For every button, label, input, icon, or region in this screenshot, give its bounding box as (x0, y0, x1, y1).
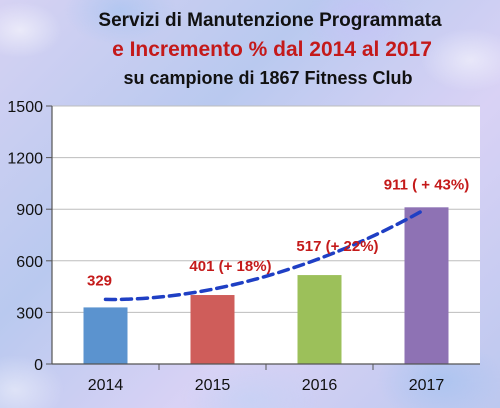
x-tick-label: 2015 (195, 377, 231, 394)
bar-2014 (83, 307, 128, 364)
trend-line (103, 209, 424, 302)
x-tick-label: 2014 (88, 377, 124, 394)
x-tick-label: 2017 (409, 377, 445, 394)
y-tick-label: 1200 (7, 151, 43, 168)
chart-subtitle: e Incremento % dal 2014 al 2017 (112, 38, 432, 61)
data-label-2016: 517 (+ 22%) (296, 238, 378, 255)
data-label-2014: 329 (87, 272, 112, 289)
chart-title: Servizi di Manutenzione Programmata (98, 10, 442, 31)
y-tick-label: 1500 (7, 99, 43, 116)
y-tick-label: 300 (16, 305, 43, 322)
y-tick-label: 900 (16, 202, 43, 219)
bar-2016 (297, 275, 342, 364)
data-label-2017: 911 ( + 43%) (384, 176, 469, 193)
x-tick-label: 2016 (302, 377, 338, 394)
y-tick-label: 600 (16, 254, 43, 271)
chart-subtitle-sample: su campione di 1867 Fitness Club (123, 68, 413, 88)
bar-2017 (404, 207, 449, 364)
bar-2015 (190, 295, 235, 364)
y-tick-label: 0 (34, 357, 43, 374)
data-label-2015: 401 (+ 18%) (189, 258, 271, 275)
